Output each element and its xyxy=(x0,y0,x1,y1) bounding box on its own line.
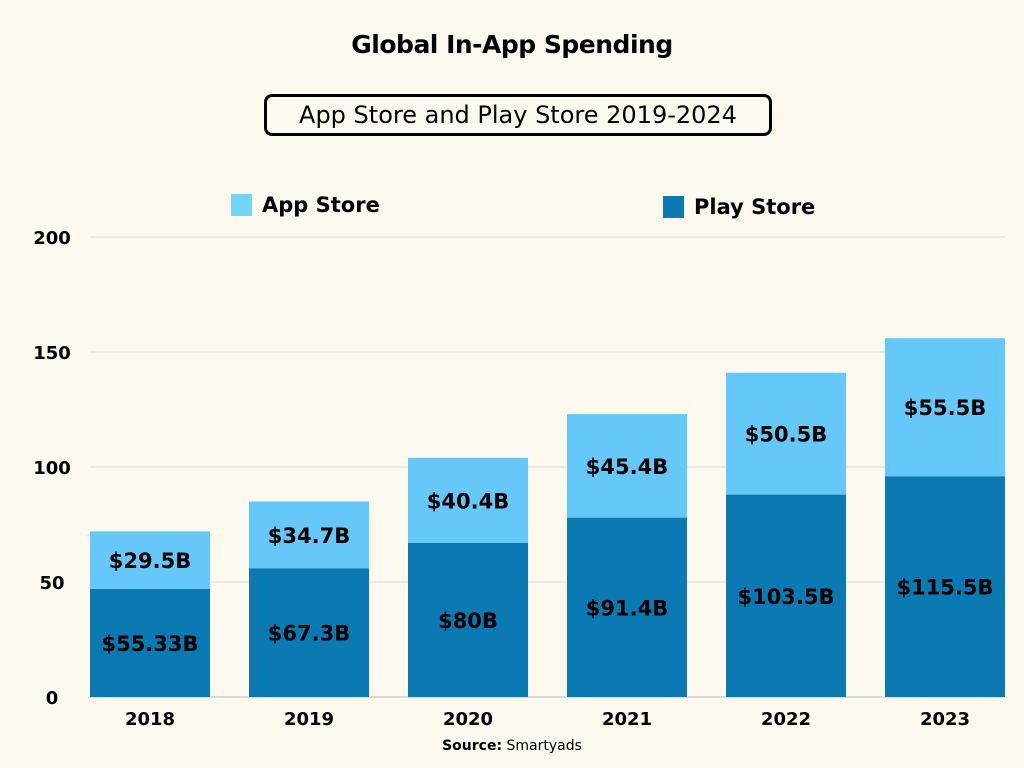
data-label: $91.4B xyxy=(586,596,668,620)
source-label: Source: xyxy=(442,738,503,754)
data-label: $34.7B xyxy=(268,524,350,548)
data-label: $45.4B xyxy=(586,455,668,479)
legend-swatch-play-store xyxy=(663,196,684,218)
bar-play-store xyxy=(90,588,210,697)
x-tick-label: 2022 xyxy=(761,709,811,730)
y-tick-label: 50 xyxy=(39,573,64,594)
source-value: Smartyads xyxy=(502,738,582,754)
bar-app-store xyxy=(885,338,1005,477)
bar-play-store xyxy=(885,476,1005,697)
x-tick-label: 2023 xyxy=(920,709,970,730)
data-label: $40.4B xyxy=(427,489,509,513)
legend-app-store: App Store xyxy=(231,193,380,217)
bar-app-store xyxy=(408,457,528,543)
x-tick-label: 2018 xyxy=(125,709,175,730)
bar-play-store xyxy=(726,494,846,697)
y-tick-label: 200 xyxy=(33,228,71,249)
y-tick-label: 150 xyxy=(33,343,71,364)
y-tick-label: 100 xyxy=(33,458,71,479)
x-tick-label: 2021 xyxy=(602,709,652,730)
bar-play-store xyxy=(249,568,369,697)
source-note: Source: Smartyads xyxy=(0,738,1024,754)
bar-app-store xyxy=(90,531,210,589)
data-label: $80B xyxy=(438,609,498,633)
chart-title: Global In-App Spending xyxy=(351,30,673,59)
data-label: $55.33B xyxy=(101,632,198,656)
data-label: $50.5B xyxy=(745,423,827,447)
bar-play-store xyxy=(567,517,687,697)
data-label: $103.5B xyxy=(737,585,834,609)
data-label: $67.3B xyxy=(268,622,350,646)
data-label: $29.5B xyxy=(109,549,191,573)
legend-swatch-app-store xyxy=(231,194,252,216)
data-label: $55.5B xyxy=(904,396,986,420)
bar-play-store xyxy=(408,542,528,697)
chart-subtitle: App Store and Play Store 2019-2024 xyxy=(264,94,772,136)
legend-label: App Store xyxy=(262,193,380,217)
data-label: $115.5B xyxy=(896,576,993,600)
x-tick-label: 2020 xyxy=(443,709,493,730)
bar-app-store xyxy=(249,501,369,569)
legend-label: Play Store xyxy=(694,195,816,219)
bar-app-store xyxy=(726,372,846,495)
bar-app-store xyxy=(567,414,687,518)
x-tick-label: 2019 xyxy=(284,709,334,730)
legend-play-store: Play Store xyxy=(663,195,815,219)
y-tick-label: 0 xyxy=(46,688,59,709)
